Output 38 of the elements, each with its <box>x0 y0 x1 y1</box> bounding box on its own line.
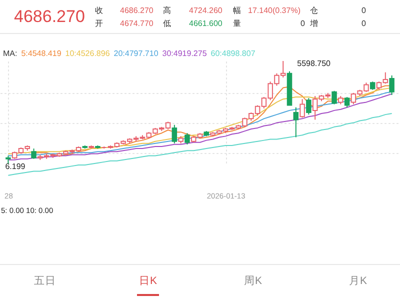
candlestick <box>306 98 312 116</box>
legend-title: MA: <box>3 49 18 58</box>
candlestick <box>172 124 178 144</box>
candlestick <box>332 90 337 105</box>
text: 0 <box>300 19 305 28</box>
chart-title: 4686.270 <box>14 7 85 26</box>
text: 幅 <box>233 6 241 15</box>
text: 开 <box>95 19 103 28</box>
text: 高 <box>163 6 171 15</box>
text: 五日 <box>33 275 57 287</box>
candlestick <box>31 148 36 160</box>
annotation: 5598.750 <box>297 59 332 68</box>
text: 4686.270 <box>120 6 154 15</box>
text: 5:4548.419 <box>21 49 62 58</box>
candlestick <box>300 98 305 118</box>
candlestick <box>293 106 299 138</box>
text: 17.140(0.37%) <box>248 6 300 15</box>
text: 4674.770 <box>120 19 154 28</box>
candlestick <box>344 96 350 108</box>
text: 月K <box>348 275 368 287</box>
candlestick <box>389 74 394 96</box>
text: 0 <box>362 19 366 28</box>
text: 30:4919.275 <box>162 49 207 58</box>
text: 10:4526.896 <box>65 49 110 58</box>
text: 增 <box>310 19 318 28</box>
text: 4724.260 <box>189 6 222 15</box>
text: 低 <box>163 19 171 28</box>
text: 仓 <box>310 6 318 15</box>
text: 日K <box>138 275 158 287</box>
text: 0 <box>362 6 366 15</box>
text: 收 <box>95 6 103 15</box>
annotation: 6.199 <box>5 162 26 171</box>
text: 量 <box>233 19 241 28</box>
candlestick <box>184 132 190 145</box>
text: 20:4797.710 <box>114 49 158 58</box>
text: 60:4898.807 <box>210 49 256 58</box>
text: 周K <box>242 275 263 287</box>
text: 4661.600 <box>189 19 222 28</box>
